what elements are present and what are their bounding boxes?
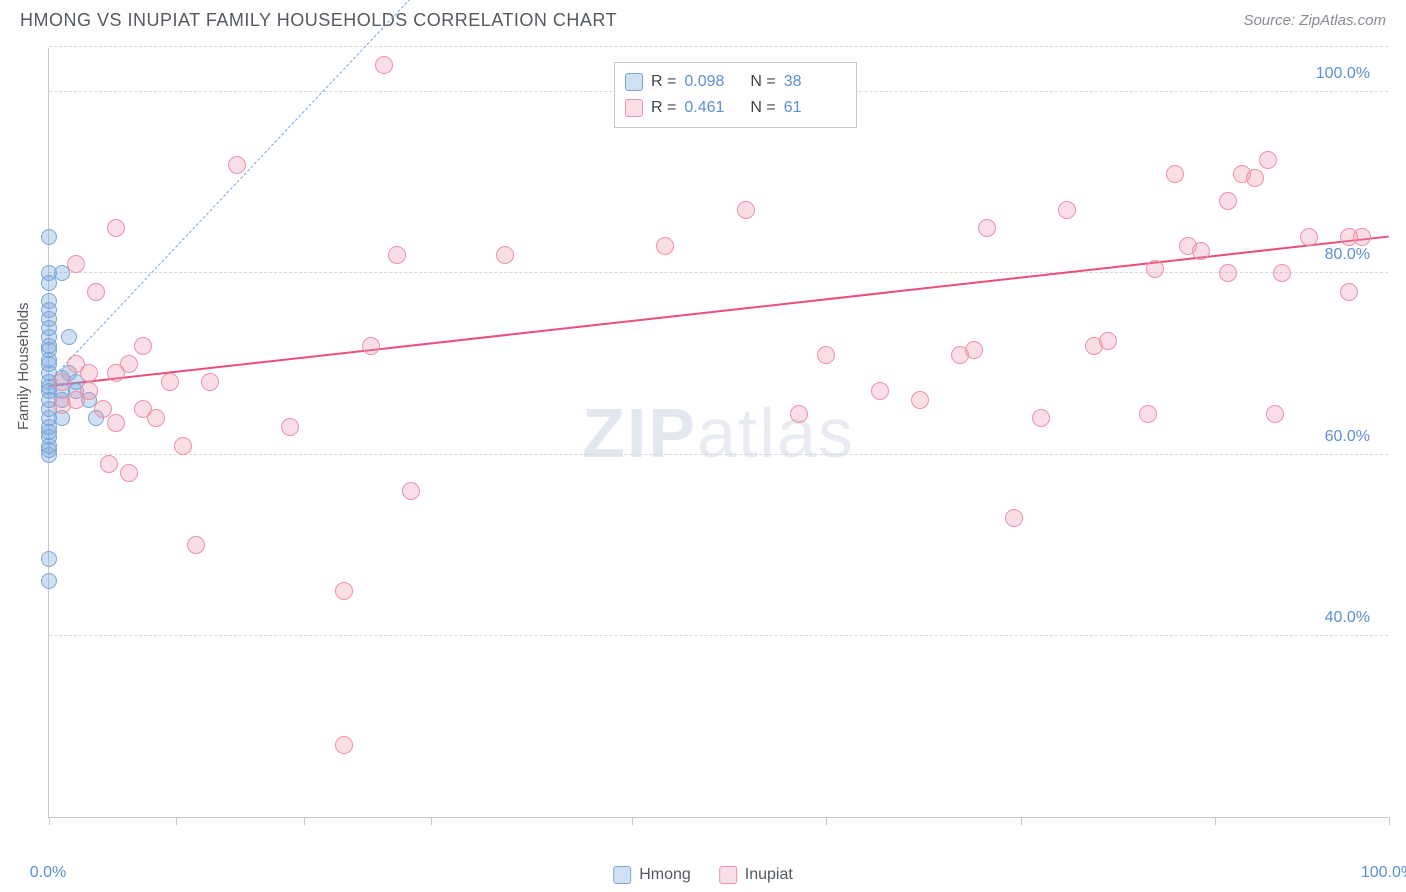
watermark: ZIPatlas [582, 393, 855, 473]
x-tick-label: 100.0% [1361, 864, 1406, 882]
data-point [107, 414, 125, 432]
data-point [362, 337, 380, 355]
data-point [53, 373, 71, 391]
data-point [817, 346, 835, 364]
data-point [41, 551, 57, 567]
data-point [100, 455, 118, 473]
data-point [1353, 228, 1371, 246]
data-point [737, 201, 755, 219]
data-point [1099, 332, 1117, 350]
gridline [49, 635, 1388, 636]
data-point [1058, 201, 1076, 219]
legend-swatch-icon [625, 99, 643, 117]
x-tick [304, 817, 305, 825]
hmong-swatch-icon [613, 866, 631, 884]
data-point [978, 219, 996, 237]
data-point [1005, 509, 1023, 527]
data-point [41, 447, 57, 463]
bottom-legend: Hmong Inupiat [613, 866, 793, 884]
data-point [1219, 192, 1237, 210]
data-point [965, 341, 983, 359]
data-point [656, 237, 674, 255]
y-axis-label: Family Households [15, 302, 32, 430]
data-point [1139, 405, 1157, 423]
data-point [161, 373, 179, 391]
data-point [790, 405, 808, 423]
chart-plot-area: ZIPatlas 40.0% 60.0% 80.0% 100.0% R =0.098N … [48, 48, 1388, 818]
chart-title: HMONG VS INUPIAT FAMILY HOUSEHOLDS CORRE… [20, 10, 617, 31]
legend-label: Hmong [639, 866, 691, 884]
data-point [80, 364, 98, 382]
data-point [375, 56, 393, 74]
data-point [1166, 165, 1184, 183]
y-tick-label: 60.0% [1325, 428, 1370, 446]
data-point [1259, 151, 1277, 169]
data-point [911, 391, 929, 409]
data-point [1246, 169, 1264, 187]
y-tick-label: 100.0% [1316, 65, 1370, 83]
x-tick [632, 817, 633, 825]
data-point [402, 482, 420, 500]
x-tick [176, 817, 177, 825]
legend-item-inupiat: Inupiat [719, 866, 793, 884]
data-point [228, 156, 246, 174]
data-point [1273, 264, 1291, 282]
data-point [1192, 242, 1210, 260]
data-point [335, 582, 353, 600]
data-point [107, 219, 125, 237]
data-point [61, 329, 77, 345]
data-point [187, 536, 205, 554]
gridline [49, 454, 1388, 455]
data-point [147, 409, 165, 427]
legend-item-hmong: Hmong [613, 866, 691, 884]
x-tick-label: 0.0% [30, 864, 66, 882]
y-tick-label: 80.0% [1325, 246, 1370, 264]
x-tick [1215, 817, 1216, 825]
trend-line [49, 0, 452, 382]
x-tick [49, 817, 50, 825]
data-point [41, 573, 57, 589]
source-label: Source: ZipAtlas.com [1243, 12, 1386, 29]
legend-swatch-icon [625, 73, 643, 91]
x-tick [431, 817, 432, 825]
data-point [1219, 264, 1237, 282]
trend-line [49, 235, 1389, 386]
data-point [80, 382, 98, 400]
inupiat-swatch-icon [719, 866, 737, 884]
data-point [1266, 405, 1284, 423]
data-point [41, 229, 57, 245]
x-tick [1389, 817, 1390, 825]
x-tick [1021, 817, 1022, 825]
gridline [49, 46, 1388, 47]
data-point [1300, 228, 1318, 246]
data-point [120, 355, 138, 373]
legend-label: Inupiat [745, 866, 793, 884]
data-point [87, 283, 105, 301]
data-point [388, 246, 406, 264]
data-point [120, 464, 138, 482]
data-point [134, 337, 152, 355]
x-tick [826, 817, 827, 825]
data-point [496, 246, 514, 264]
legend-row: R =0.098N =38 [625, 69, 842, 95]
data-point [174, 437, 192, 455]
y-tick-label: 40.0% [1325, 609, 1370, 627]
data-point [335, 736, 353, 754]
data-point [1340, 283, 1358, 301]
data-point [67, 255, 85, 273]
data-point [281, 418, 299, 436]
gridline [49, 272, 1388, 273]
legend-row: R =0.461N =61 [625, 95, 842, 121]
correlation-legend: R =0.098N =38R =0.461N =61 [614, 62, 857, 128]
data-point [871, 382, 889, 400]
data-point [1146, 260, 1164, 278]
data-point [1032, 409, 1050, 427]
data-point [201, 373, 219, 391]
